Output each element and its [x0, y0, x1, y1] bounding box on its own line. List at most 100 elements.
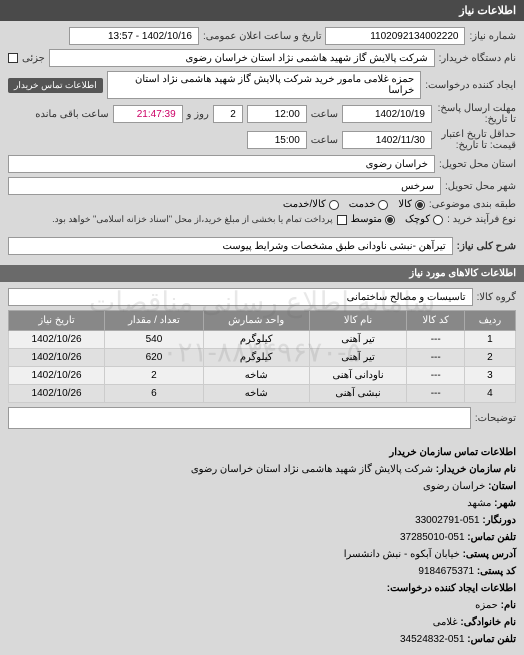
table-cell: 2	[464, 349, 515, 367]
announce-label: تاریخ و ساعت اعلان عمومی:	[203, 31, 322, 42]
requester-field: حمزه غلامی مامور خرید شرکت پالایش گاز شه…	[107, 71, 422, 99]
table-cell: تیر آهنی	[309, 349, 407, 367]
table-cell: شاخه	[203, 367, 309, 385]
desc2-field	[8, 407, 471, 429]
partial-label: جزئی	[22, 53, 45, 64]
cat-goods-radio[interactable]	[415, 200, 425, 210]
faddress-value: خیابان آبکوه - نبش دانشسرا	[344, 549, 460, 560]
valid-until-time: 15:00	[247, 131, 307, 149]
delivery-province-label: استان محل تحویل:	[439, 159, 516, 170]
table-header: واحد شمارش	[203, 311, 309, 331]
deadline-recv-date: 1402/10/19	[342, 105, 432, 123]
days-field: 2	[213, 105, 243, 123]
purchase-type-label: نوع فرآیند خرید :	[447, 214, 516, 225]
desc-field: تیرآهن -نبشی ناودانی طبق مشخصات وشرایط پ…	[8, 237, 453, 255]
remain-field: 21:47:39	[113, 105, 183, 123]
desc-label: شرح کلی نیاز:	[457, 241, 516, 252]
fphone-label: تلفن تماس:	[467, 532, 516, 543]
table-cell: 1	[464, 331, 515, 349]
requester-label: ایجاد کننده درخواست:	[425, 80, 516, 91]
table-cell: ---	[407, 349, 464, 367]
valid-until-date: 1402/11/30	[342, 131, 432, 149]
goods-table: ردیفکد کالانام کالاواحد شمارشتعداد / مقد…	[8, 310, 516, 403]
table-cell: ---	[407, 331, 464, 349]
ffax-label: دورنگار:	[482, 515, 516, 526]
table-cell: 540	[105, 331, 204, 349]
top-section: شماره نیاز: 1102092134002220 تاریخ و ساع…	[0, 21, 524, 265]
table-row: 4---نبشی آهنیشاخه61402/10/26	[9, 385, 516, 403]
footer-header: اطلاعات تماس سازمان خریدار	[8, 445, 516, 461]
org-value: شرکت پالایش گاز شهید هاشمی نژاد استان خر…	[191, 464, 433, 475]
pt-medium-radio[interactable]	[385, 215, 395, 225]
table-cell: 1402/10/26	[9, 349, 105, 367]
fprovince-value: خراسان رضوی	[423, 481, 485, 492]
cat-both-radio[interactable]	[329, 200, 339, 210]
time-label-1: ساعت	[311, 109, 338, 120]
table-cell: 1402/10/26	[9, 367, 105, 385]
fcity-value: مشهد	[467, 498, 491, 509]
buyer-field: شرکت پالایش گاز شهید هاشمی نژاد استان خر…	[49, 49, 435, 67]
group-label: گروه کالا:	[477, 292, 516, 303]
goods-section: گروه کالا: تاسیسات و مصالح ساختمانی ردیف…	[0, 282, 524, 439]
buyer-label: نام دستگاه خریدار:	[439, 53, 516, 64]
table-cell: شاخه	[203, 385, 309, 403]
pt-small-label: کوچک	[405, 214, 430, 225]
buyer-contact-tag[interactable]: اطلاعات تماس خریدار	[8, 78, 103, 93]
table-cell: کیلوگرم	[203, 349, 309, 367]
days-label: روز و	[187, 109, 209, 120]
cat-both-label: کالا/خدمت	[283, 199, 326, 210]
category-radio-group: کالا خدمت کالا/خدمت	[283, 199, 425, 210]
valid-until-label: حداقل تاریخ اعتبار قیمت: تا تاریخ:	[436, 129, 516, 151]
fname-value: حمزه	[475, 600, 498, 611]
category-label: طبقه بندی موضوعی:	[429, 199, 516, 210]
purchase-type-radio-group: کوچک متوسط	[351, 214, 443, 225]
desc2-label: توضیحات:	[475, 413, 516, 424]
fpostal-label: کد پستی:	[477, 566, 516, 577]
flname-value: غلامی	[433, 617, 458, 628]
table-cell: 4	[464, 385, 515, 403]
remain-label: ساعت باقی مانده	[35, 109, 108, 120]
footer-section: اطلاعات تماس سازمان خریدار نام سازمان خر…	[0, 439, 524, 655]
req-creator-header: اطلاعات ایجاد کننده درخواست:	[8, 581, 516, 597]
time-label-2: ساعت	[311, 135, 338, 146]
frphone-label: تلفن تماس:	[467, 634, 516, 645]
pt-small-radio[interactable]	[433, 215, 443, 225]
cat-service-label: خدمت	[349, 199, 376, 210]
table-cell: 1402/10/26	[9, 331, 105, 349]
cat-service-radio[interactable]	[378, 200, 388, 210]
goods-header: اطلاعات کالاهای مورد نیاز	[0, 265, 524, 282]
table-header: تاریخ نیاز	[9, 311, 105, 331]
table-cell: ناودانی آهنی	[309, 367, 407, 385]
table-row: 3---ناودانی آهنیشاخه21402/10/26	[9, 367, 516, 385]
delivery-city-label: شهر محل تحویل:	[445, 181, 516, 192]
frphone-value: 051-34524832	[400, 634, 465, 645]
delivery-city-field: سرخس	[8, 177, 441, 195]
org-label: نام سازمان خریدار:	[436, 464, 516, 475]
deadline-recv-label: مهلت ارسال پاسخ: تا تاریخ:	[436, 103, 516, 125]
need-number-label: شماره نیاز:	[469, 31, 516, 42]
table-cell: 6	[105, 385, 204, 403]
table-header: نام کالا	[309, 311, 407, 331]
ffax-value: 051-33002791	[415, 515, 480, 526]
table-cell: ---	[407, 385, 464, 403]
pt-note-checkbox[interactable]	[337, 215, 347, 225]
flname-label: نام خانوادگی:	[460, 617, 516, 628]
table-cell: نبشی آهنی	[309, 385, 407, 403]
partial-checkbox[interactable]	[8, 53, 18, 63]
announce-field: 1402/10/16 - 13:57	[69, 27, 199, 45]
fcity-label: شهر:	[494, 498, 516, 509]
table-header: کد کالا	[407, 311, 464, 331]
table-cell: ---	[407, 367, 464, 385]
delivery-province-field: خراسان رضوی	[8, 155, 435, 173]
table-cell: 1402/10/26	[9, 385, 105, 403]
faddress-label: آدرس پستی:	[463, 549, 516, 560]
main-header: اطلاعات نیاز	[0, 0, 524, 21]
table-cell: 2	[105, 367, 204, 385]
table-row: 2---تیر آهنیکیلوگرم6201402/10/26	[9, 349, 516, 367]
deadline-recv-time: 12:00	[247, 105, 307, 123]
table-header: ردیف	[464, 311, 515, 331]
table-cell: 3	[464, 367, 515, 385]
cat-goods-label: کالا	[398, 199, 412, 210]
fpostal-value: 9184675371	[418, 566, 474, 577]
table-cell: 620	[105, 349, 204, 367]
